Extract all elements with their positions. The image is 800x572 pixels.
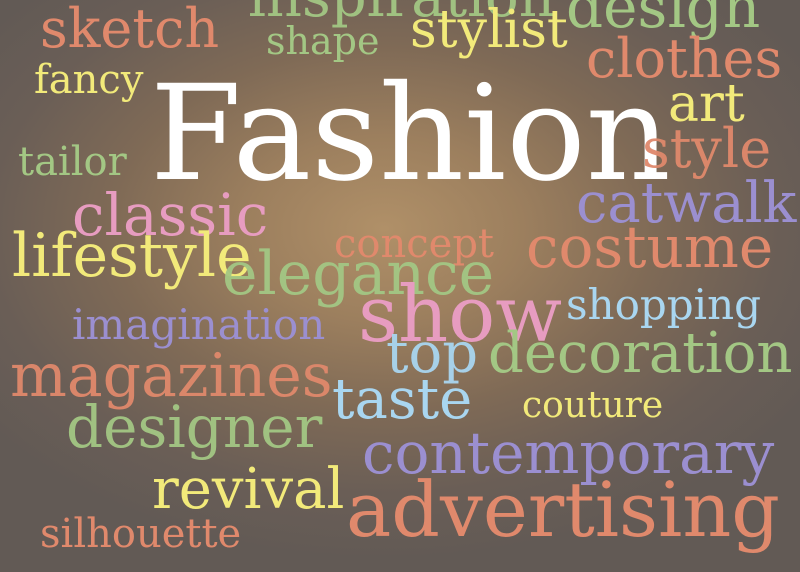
word-design: design: [566, 0, 761, 41]
word-top: top: [386, 321, 479, 386]
word-revival: revival: [152, 457, 345, 522]
word-style: style: [642, 117, 772, 180]
word-catwalk: catwalk: [576, 171, 797, 236]
word-silhouette: silhouette: [40, 511, 242, 557]
word-sketch: sketch: [40, 0, 220, 60]
word-lifestyle: lifestyle: [12, 221, 252, 291]
word-fashion: Fashion: [150, 57, 671, 211]
word-art: art: [668, 74, 745, 134]
word-decoration: decoration: [488, 321, 793, 386]
word-advertising: advertising: [346, 465, 780, 554]
word-couture: couture: [522, 385, 664, 426]
word-designer: designer: [66, 393, 323, 461]
word-shopping: shopping: [566, 280, 762, 329]
word-inspiration: inspiration: [248, 0, 555, 26]
word-shape: shape: [266, 19, 380, 63]
word-stylist: stylist: [410, 0, 568, 60]
word-imagination: imagination: [72, 300, 326, 349]
word-taste: taste: [332, 367, 473, 432]
word-fancy: fancy: [34, 57, 144, 103]
word-show: show: [358, 270, 562, 360]
word-classic: classic: [72, 181, 269, 249]
word-clothes: clothes: [586, 27, 783, 90]
word-elegance: elegance: [222, 239, 495, 309]
word-magazines: magazines: [10, 341, 333, 411]
word-tailor: tailor: [18, 139, 127, 185]
word-concept: concept: [334, 221, 494, 267]
word-costume: costume: [526, 213, 774, 281]
word-contemporary: contemporary: [362, 419, 775, 487]
